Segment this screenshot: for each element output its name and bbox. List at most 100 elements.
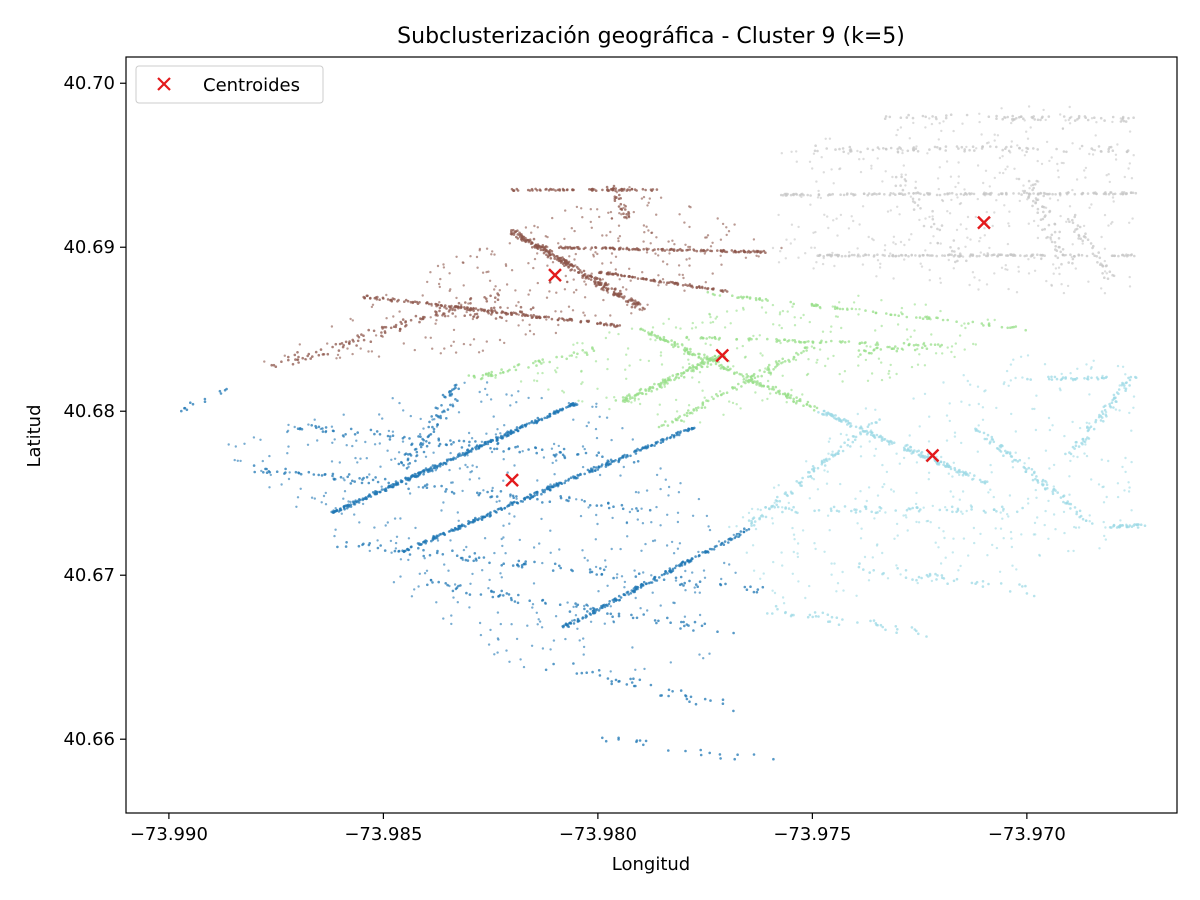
- data-point: [490, 489, 494, 493]
- data-point: [1062, 500, 1065, 504]
- data-point: [601, 455, 604, 459]
- data-point: [481, 308, 484, 311]
- data-point: [405, 467, 409, 470]
- data-point: [566, 601, 569, 604]
- data-point: [291, 362, 295, 366]
- data-point: [611, 187, 615, 191]
- data-point: [1059, 194, 1062, 197]
- data-point: [742, 308, 745, 311]
- data-point: [875, 341, 879, 345]
- data-point: [720, 289, 723, 293]
- data-point: [562, 391, 566, 394]
- data-point: [476, 518, 479, 521]
- data-point: [424, 336, 427, 339]
- data-point: [477, 351, 481, 354]
- data-point: [417, 435, 420, 438]
- data-point: [1066, 217, 1070, 221]
- data-point: [665, 283, 668, 286]
- data-point: [1042, 194, 1045, 198]
- data-point: [489, 628, 492, 632]
- data-point: [1125, 192, 1128, 196]
- data-point: [376, 295, 379, 299]
- data-point: [434, 322, 437, 325]
- data-point: [555, 254, 558, 258]
- data-point: [621, 427, 624, 430]
- data-point: [561, 256, 564, 259]
- data-point: [1132, 154, 1135, 157]
- data-point: [776, 339, 780, 342]
- data-point: [1068, 220, 1071, 223]
- data-point: [884, 147, 888, 151]
- data-point: [572, 188, 575, 192]
- data-point: [598, 415, 601, 418]
- data-point: [683, 352, 686, 356]
- data-point: [617, 197, 621, 201]
- data-point: [203, 400, 207, 404]
- data-point: [274, 365, 278, 369]
- data-point: [883, 244, 887, 247]
- data-point: [555, 459, 558, 462]
- data-point: [701, 551, 704, 554]
- data-point: [889, 313, 893, 317]
- data-point: [628, 397, 632, 400]
- data-point: [856, 149, 859, 153]
- data-point: [857, 253, 860, 256]
- data-point: [922, 254, 925, 257]
- data-point: [437, 437, 441, 441]
- data-point: [532, 546, 536, 549]
- data-point: [637, 398, 640, 401]
- data-point: [758, 334, 761, 337]
- data-point: [218, 389, 222, 393]
- data-point: [401, 440, 405, 443]
- data-point: [403, 300, 406, 304]
- data-point: [654, 252, 657, 255]
- data-point: [1066, 284, 1070, 288]
- data-point: [673, 566, 677, 570]
- data-point: [463, 381, 466, 384]
- data-point: [536, 372, 540, 375]
- data-point: [566, 280, 569, 284]
- data-point: [1018, 458, 1022, 462]
- data-point: [660, 363, 664, 366]
- data-point: [416, 302, 420, 306]
- data-point: [552, 485, 555, 489]
- data-point: [621, 396, 625, 399]
- data-point: [874, 329, 877, 332]
- data-point: [978, 120, 981, 124]
- data-point: [999, 450, 1003, 453]
- data-point: [676, 511, 680, 514]
- data-point: [905, 328, 909, 331]
- data-point: [630, 297, 633, 300]
- data-point: [692, 369, 695, 373]
- data-point: [781, 361, 785, 364]
- data-point: [793, 316, 796, 319]
- data-point: [641, 392, 644, 396]
- data-point: [769, 392, 772, 395]
- data-point: [632, 677, 635, 680]
- data-point: [764, 297, 768, 301]
- data-point: [787, 358, 790, 362]
- data-point: [911, 116, 915, 120]
- data-point: [1079, 237, 1082, 240]
- data-point: [417, 485, 420, 489]
- data-point: [488, 515, 492, 518]
- data-point: [932, 235, 935, 238]
- data-point: [1050, 240, 1054, 244]
- data-point: [432, 427, 436, 431]
- data-point: [520, 565, 524, 569]
- data-point: [317, 353, 321, 357]
- data-point: [477, 556, 481, 559]
- data-point: [367, 494, 370, 498]
- data-point: [624, 368, 627, 371]
- data-point: [767, 507, 771, 510]
- data-point: [657, 383, 660, 386]
- data-point: [899, 184, 902, 187]
- data-point: [998, 171, 1001, 174]
- data-point: [894, 242, 897, 246]
- data-point: [588, 568, 592, 571]
- data-point: [560, 310, 563, 313]
- data-point: [492, 415, 495, 418]
- data-point: [1046, 487, 1049, 490]
- data-point: [877, 357, 881, 360]
- data-point: [930, 225, 933, 229]
